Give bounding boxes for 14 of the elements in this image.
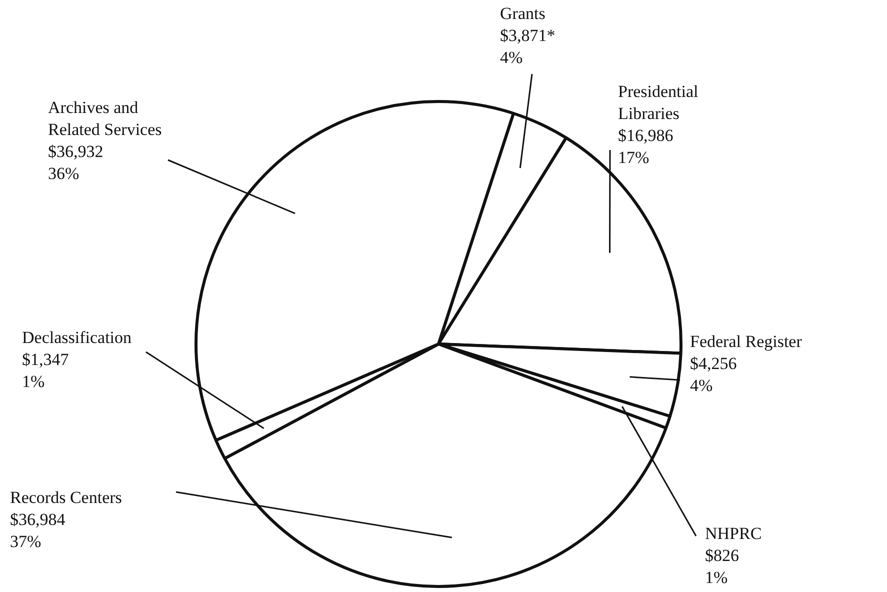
data-label: $826 1% bbox=[705, 546, 739, 587]
data-label: $16,986 17% bbox=[618, 126, 674, 167]
data-label: $36,932 36% bbox=[48, 142, 104, 183]
slice-label: Federal Register bbox=[690, 332, 802, 351]
data-label: $1,347 1% bbox=[22, 350, 70, 391]
slice-label: Grants bbox=[500, 4, 546, 23]
data-label: $4,256 4% bbox=[690, 354, 737, 395]
slice-label: Declassification bbox=[22, 328, 132, 347]
slice-label: Records Centers bbox=[10, 488, 122, 507]
data-label: $3,871* 4% bbox=[500, 26, 556, 67]
data-label: $36,984 37% bbox=[10, 510, 66, 551]
slice-label: Presidential Libraries bbox=[618, 82, 699, 123]
slice-label: Archives and Related Services bbox=[48, 98, 162, 139]
slice-label: NHPRC bbox=[705, 524, 762, 543]
